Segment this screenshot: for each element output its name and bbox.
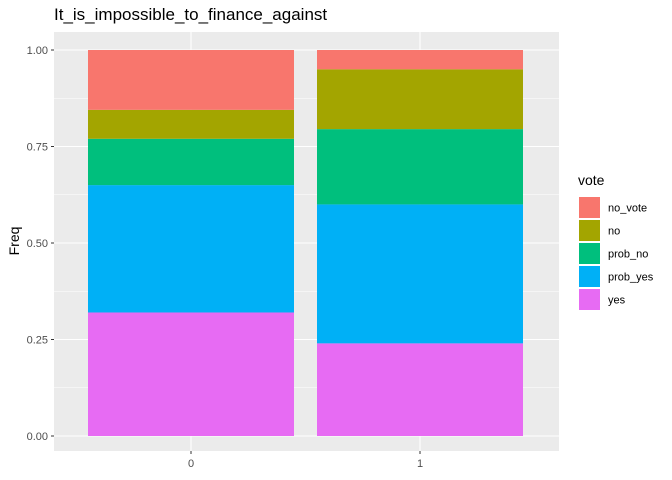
legend-key-prob_no [579, 243, 600, 264]
bar-segment-prob_no-1 [317, 129, 523, 205]
y-axis-title: Freq [6, 227, 22, 256]
bar-segment-no_vote-0 [88, 50, 294, 110]
legend-label-prob_no: prob_no [608, 249, 648, 261]
legend-label-no_vote: no_vote [608, 203, 647, 215]
legend-key-no_vote [579, 197, 600, 218]
legend-title: vote [578, 172, 605, 188]
x-tick-label: 1 [417, 458, 423, 470]
legend-key-no [579, 220, 600, 241]
bar-segment-no_vote-1 [317, 50, 523, 70]
bar-segment-yes-1 [317, 343, 523, 436]
bar-segment-no-0 [88, 109, 294, 139]
legend-key-yes [579, 289, 600, 310]
bar-segment-no-1 [317, 69, 523, 130]
y-tick-label: 1.00 [27, 45, 48, 57]
chart-title: It_is_impossible_to_finance_against [54, 5, 327, 24]
y-tick-label: 0.50 [27, 238, 48, 250]
axes: 0.00 0.25 0.50 0.75 1.00 0 1 [27, 45, 423, 470]
legend-label-no: no [608, 226, 620, 238]
y-tick-label: 0.75 [27, 142, 48, 154]
y-tick-label: 0.25 [27, 335, 48, 347]
y-tick-label: 0.00 [27, 431, 48, 443]
bar-segment-prob_yes-0 [88, 185, 294, 313]
legend-label-yes: yes [608, 295, 626, 307]
bars [88, 50, 523, 436]
legend-label-prob_yes: prob_yes [608, 272, 654, 284]
x-tick-label: 0 [188, 458, 194, 470]
bar-segment-prob_yes-1 [317, 204, 523, 344]
legend-key-prob_yes [579, 266, 600, 287]
bar-segment-prob_no-0 [88, 138, 294, 186]
bar-segment-yes-0 [88, 312, 294, 436]
